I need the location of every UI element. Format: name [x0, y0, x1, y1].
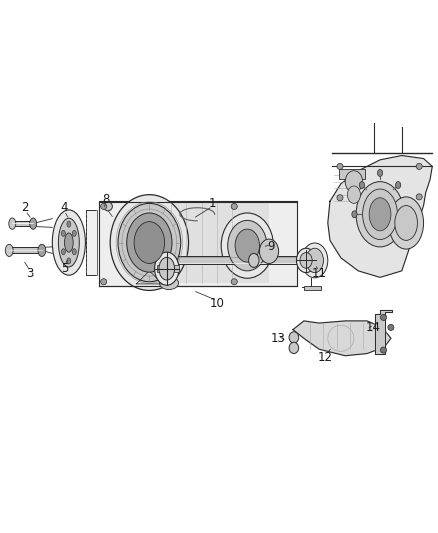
Ellipse shape: [64, 233, 73, 252]
Text: 11: 11: [311, 266, 327, 279]
Ellipse shape: [378, 169, 383, 176]
Ellipse shape: [101, 204, 107, 209]
Bar: [339, 168, 365, 180]
Ellipse shape: [30, 218, 37, 229]
Ellipse shape: [5, 244, 13, 256]
Ellipse shape: [363, 189, 397, 239]
Ellipse shape: [388, 325, 394, 330]
Ellipse shape: [259, 239, 279, 263]
Text: 2: 2: [21, 201, 29, 214]
Polygon shape: [375, 310, 392, 353]
Polygon shape: [293, 321, 391, 356]
Ellipse shape: [61, 249, 65, 255]
Ellipse shape: [289, 332, 299, 343]
Bar: [167, 256, 302, 264]
Bar: [12, 221, 33, 227]
Text: 13: 13: [270, 332, 285, 345]
Text: 4: 4: [61, 201, 68, 214]
Ellipse shape: [337, 195, 343, 201]
Ellipse shape: [61, 230, 65, 237]
Ellipse shape: [134, 222, 165, 263]
Ellipse shape: [58, 218, 79, 267]
Polygon shape: [328, 156, 432, 277]
Bar: [130, 203, 269, 283]
Bar: [9, 247, 42, 254]
Bar: [304, 286, 321, 290]
Ellipse shape: [38, 244, 46, 256]
Ellipse shape: [389, 197, 424, 249]
Ellipse shape: [101, 279, 107, 285]
Text: 9: 9: [268, 240, 275, 253]
Bar: [157, 265, 162, 272]
Ellipse shape: [228, 220, 267, 271]
Ellipse shape: [337, 163, 343, 169]
Ellipse shape: [118, 204, 181, 282]
Text: 10: 10: [209, 297, 224, 310]
Ellipse shape: [297, 248, 316, 272]
Ellipse shape: [306, 248, 323, 272]
Polygon shape: [136, 271, 162, 284]
Ellipse shape: [221, 213, 273, 278]
Ellipse shape: [72, 230, 76, 237]
Ellipse shape: [302, 243, 328, 278]
Ellipse shape: [127, 213, 172, 272]
Text: 3: 3: [26, 266, 33, 279]
Text: 12: 12: [318, 351, 333, 365]
Ellipse shape: [381, 314, 387, 320]
Ellipse shape: [110, 195, 188, 290]
Ellipse shape: [289, 342, 299, 353]
Ellipse shape: [359, 182, 364, 189]
Ellipse shape: [352, 211, 357, 218]
Text: 14: 14: [366, 321, 381, 334]
Ellipse shape: [231, 204, 237, 209]
Text: 1: 1: [209, 197, 216, 210]
Ellipse shape: [356, 182, 404, 247]
Ellipse shape: [67, 258, 71, 264]
Ellipse shape: [347, 186, 360, 204]
Ellipse shape: [231, 279, 237, 285]
Ellipse shape: [369, 198, 391, 231]
Ellipse shape: [104, 202, 113, 211]
Ellipse shape: [52, 210, 85, 275]
Ellipse shape: [416, 194, 422, 200]
Ellipse shape: [159, 257, 175, 280]
Ellipse shape: [72, 249, 76, 255]
Ellipse shape: [396, 182, 401, 189]
Polygon shape: [99, 201, 297, 286]
Bar: [86, 210, 97, 275]
Ellipse shape: [416, 163, 422, 169]
Ellipse shape: [300, 253, 312, 268]
Ellipse shape: [159, 277, 179, 289]
Ellipse shape: [395, 206, 417, 240]
Ellipse shape: [381, 347, 387, 353]
Ellipse shape: [345, 171, 363, 192]
Text: 5: 5: [61, 262, 68, 275]
Ellipse shape: [155, 252, 179, 285]
Ellipse shape: [249, 254, 259, 268]
Bar: [174, 265, 179, 272]
Text: 8: 8: [102, 192, 110, 206]
Ellipse shape: [67, 221, 71, 227]
Ellipse shape: [9, 218, 16, 229]
Ellipse shape: [235, 229, 259, 262]
